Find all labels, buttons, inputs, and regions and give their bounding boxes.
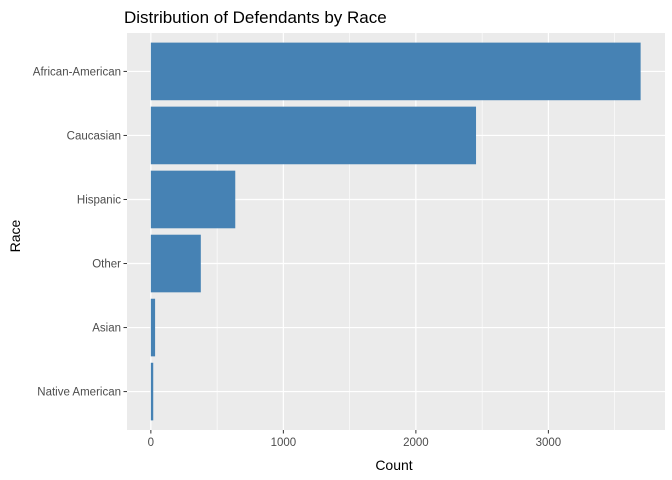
x-tick-label: 2000	[403, 437, 429, 449]
bars	[150, 42, 641, 421]
bar-native-american	[150, 362, 154, 421]
y-tick-label: Hispanic	[77, 194, 121, 206]
x-tick-label: 1000	[271, 437, 297, 449]
x-axis-title: Count	[375, 457, 412, 473]
y-axis: African-American Caucasian Hispanic Other As…	[33, 66, 127, 399]
bar-hispanic	[150, 170, 236, 229]
x-tick-label: 3000	[536, 437, 562, 449]
bar-asian	[150, 298, 156, 357]
y-axis-title: Race	[7, 219, 23, 252]
y-tick-label: Caucasian	[67, 130, 121, 142]
y-tick-label: Other	[92, 259, 121, 271]
chart-title: Distribution of Defendants by Race	[124, 8, 387, 27]
bar-african-american	[150, 42, 641, 101]
x-axis: 0 1000 2000 3000	[148, 430, 562, 449]
bar-other	[150, 234, 201, 293]
y-tick-label: African-American	[33, 66, 121, 78]
y-tick-label: Asian	[92, 323, 121, 335]
y-tick-label: Native American	[37, 387, 121, 399]
x-tick-label: 0	[148, 437, 154, 449]
bar-caucasian	[150, 106, 477, 165]
